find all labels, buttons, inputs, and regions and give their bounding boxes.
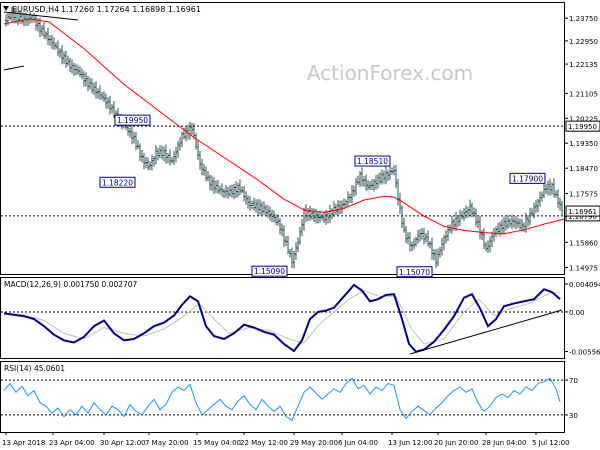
left-edge-trendline [3,65,25,71]
symbol-label: EURUSD,H4 [12,5,59,14]
rsi-y-tick-label: 70 [569,377,578,385]
rsi-line [3,377,561,421]
price-annotation: 1.15070 [396,266,433,278]
y-tick-label: 1.22950 [569,38,598,46]
y-tick-label: 1.19350 [569,140,598,148]
level-price-tag [565,120,600,132]
y-tick-label: 1.17575 [569,191,598,199]
x-tick-label: 28 Jun 04:00 [482,439,526,447]
macd-y-tick-label: -0.005566 [569,348,600,356]
rsi-panel-frame [0,361,565,433]
x-tick-label: 23 Apr 04:00 [49,439,95,447]
macd-support-trendline [409,309,563,355]
price-annotation: 1.18510 [354,155,391,167]
macd-y-tick-label: 0.00 [569,309,585,317]
price-annotation: 1.18220 [99,176,136,188]
macd-panel-frame [0,277,565,359]
annotation-box [509,172,546,184]
x-tick-label: 30 Apr 12:00 [100,439,146,447]
y-tick-label: 1.18470 [569,165,598,173]
annotation-label: 1.18510 [357,157,388,166]
current-price-tag [565,205,600,217]
y-tick-label: 1.14975 [569,264,598,272]
y-tick-label: 1.23750 [569,15,598,23]
annotation-label: 1.15070 [399,268,430,277]
macd-line [3,283,561,353]
x-tick-label: 15 May 04:00 [193,439,241,447]
annotation-box [354,155,391,167]
macd-y-tick-label: 0.004094 [569,281,600,289]
annotation-box [251,265,288,277]
price-annotation: 1.19950 [114,114,151,126]
x-tick-label: 22 May 12:00 [240,439,288,447]
y-tick-label: 1.21105 [569,90,598,98]
x-tick-label: 7 May 20:00 [145,439,189,447]
annotation-label: 1.17900 [512,174,543,183]
x-tick-label: 20 Jun 20:00 [434,439,478,447]
x-tick-label: 5 Jul 12:00 [532,439,570,447]
annotation-box [99,176,136,188]
x-tick-label: 13 Jun 12:00 [388,439,432,447]
y-tick-label: 1.20225 [569,115,598,123]
price-annotation: 1.15090 [251,265,288,277]
annotation-label: 1.18220 [102,178,133,187]
resistance-trendline [3,11,79,21]
moving-average-line [3,18,565,235]
rsi-y-tick-label: 30 [569,412,578,420]
macd-title: MACD(12,26,9) 0.001750 0.002707 [4,280,138,289]
annotation-label: 1.19950 [117,116,148,125]
level-price-label: 1.19950 [568,123,597,131]
symbol-collapse-icon[interactable] [3,6,9,11]
price-annotation: 1.17900 [509,172,546,184]
annotation-label: 1.15090 [254,267,285,276]
watermark: ActionForex.com [307,61,473,85]
x-tick-label: 29 May 20:00 [290,439,338,447]
current-price-label: 1.16961 [568,208,597,216]
rsi-title: RSI(14) 45.0601 [4,364,65,373]
y-tick-label: 1.22135 [569,61,598,69]
x-tick-label: 13 Apr 2018 [2,439,45,447]
x-tick-label: 6 Jun 04:00 [338,439,378,447]
annotation-box [114,114,151,126]
level-price-label: 1.16790 [568,213,597,221]
annotation-box [396,266,433,278]
y-tick-label: 1.15860 [569,239,598,247]
ohlc-label: 1.17260 1.17264 1.16898 1.16961 [61,5,201,14]
